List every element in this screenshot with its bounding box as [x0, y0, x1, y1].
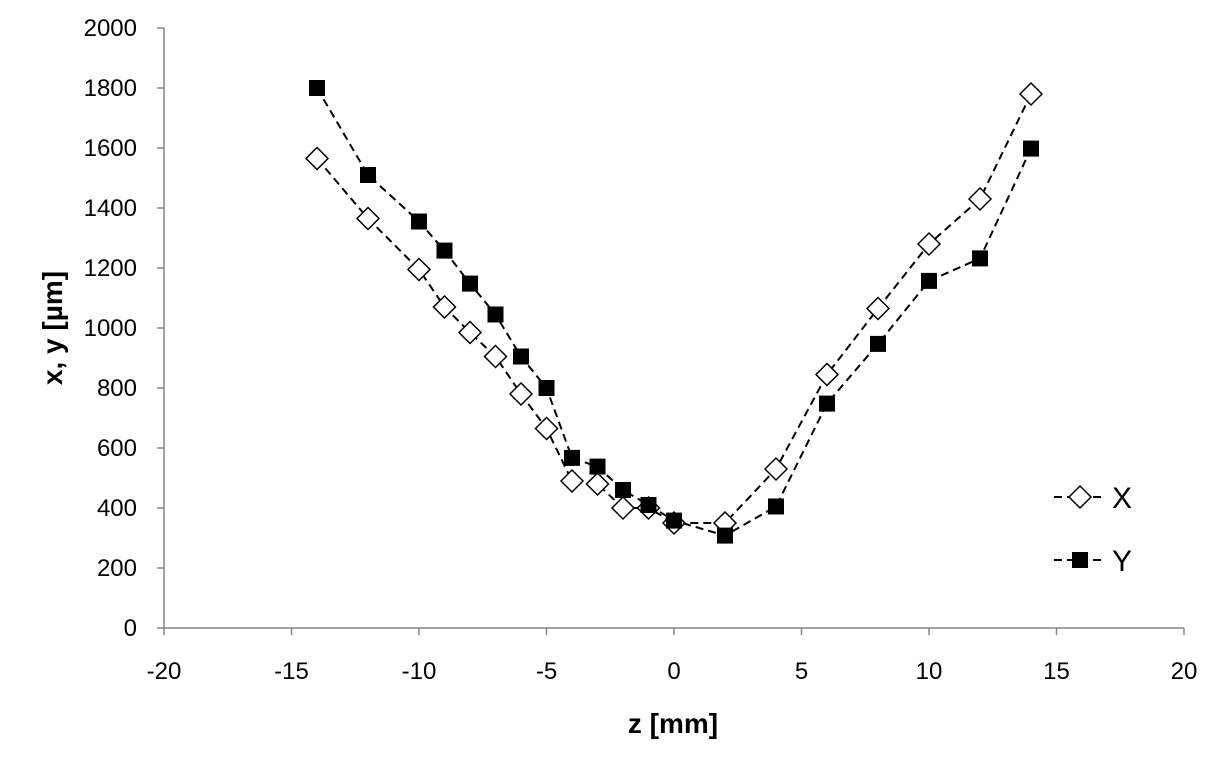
x-tick-label: -15 [274, 658, 309, 685]
series-x-point [534, 416, 559, 441]
series-y-point [870, 335, 886, 352]
series-y-point [819, 395, 835, 412]
series-y-point [436, 242, 453, 259]
series-y-point [666, 512, 682, 529]
y-tick-label: 600 [97, 435, 137, 462]
series-x-point [304, 146, 330, 171]
series-x-point [483, 344, 508, 369]
series-y-point [768, 498, 784, 515]
series-x-point [916, 231, 942, 257]
x-axis-title: z [mm] [628, 708, 718, 739]
series-y-point [360, 167, 376, 183]
series-y-point [1023, 140, 1039, 157]
legend-marker-x [1067, 484, 1093, 510]
series-y-point [921, 272, 937, 289]
x-tick-label: 5 [795, 658, 808, 685]
series-x [304, 81, 1044, 536]
series-y [309, 80, 1039, 544]
legend-label-x: X [1112, 482, 1132, 515]
series-x-point [508, 381, 534, 407]
x-tick-label: -20 [147, 658, 182, 685]
x-tick-label: -5 [536, 658, 557, 685]
x-tick-label: 10 [916, 658, 943, 685]
series-x-point [432, 294, 457, 320]
series-y-point [538, 380, 555, 396]
y-tick-label: 2000 [84, 15, 137, 42]
series-x-point [355, 206, 381, 231]
series-y-point [462, 275, 478, 292]
series-x-point [457, 320, 483, 345]
series-x-point [585, 471, 610, 497]
legend-item-x: X [1054, 482, 1132, 515]
x-tick-label: 15 [1043, 658, 1070, 685]
series-y-point [589, 458, 606, 475]
x-tick-label: -10 [402, 658, 437, 685]
series-x-point [763, 456, 789, 482]
series-y-point [717, 527, 733, 544]
y-axis-title: x, y [µm] [37, 271, 68, 385]
series-y-point [615, 482, 631, 498]
series-x-point [406, 257, 432, 282]
series-y-point [513, 348, 529, 365]
series-layer [304, 80, 1044, 544]
series-y-point [640, 497, 657, 513]
ticks: 0200400600800100012001400160018002000-20… [84, 15, 1198, 685]
legend: XY [1054, 482, 1132, 578]
y-tick-label: 200 [97, 555, 137, 582]
series-y-point [411, 213, 427, 230]
series-x-point [559, 468, 585, 494]
y-tick-label: 0 [124, 615, 137, 642]
series-x-point [865, 296, 891, 321]
y-tick-label: 1200 [84, 255, 137, 282]
y-tick-label: 400 [97, 495, 137, 522]
legend-item-y: Y [1054, 545, 1132, 578]
legend-marker-y [1072, 552, 1088, 568]
series-y-point [564, 449, 580, 466]
y-tick-label: 800 [97, 375, 137, 402]
x-tick-label: 0 [667, 658, 680, 685]
series-y-point [972, 250, 988, 267]
y-tick-label: 1000 [84, 315, 137, 342]
x-tick-label: 20 [1171, 658, 1198, 685]
legend-label-y: Y [1112, 545, 1132, 578]
series-x-point [814, 362, 840, 387]
series-x-point [610, 495, 636, 521]
y-tick-label: 1800 [84, 75, 137, 102]
y-tick-label: 1600 [84, 135, 137, 162]
series-y-point [487, 306, 504, 323]
series-x-point [967, 186, 993, 212]
series-x-point [1018, 81, 1044, 107]
y-tick-label: 1400 [84, 195, 137, 222]
series-y-point [309, 80, 325, 96]
